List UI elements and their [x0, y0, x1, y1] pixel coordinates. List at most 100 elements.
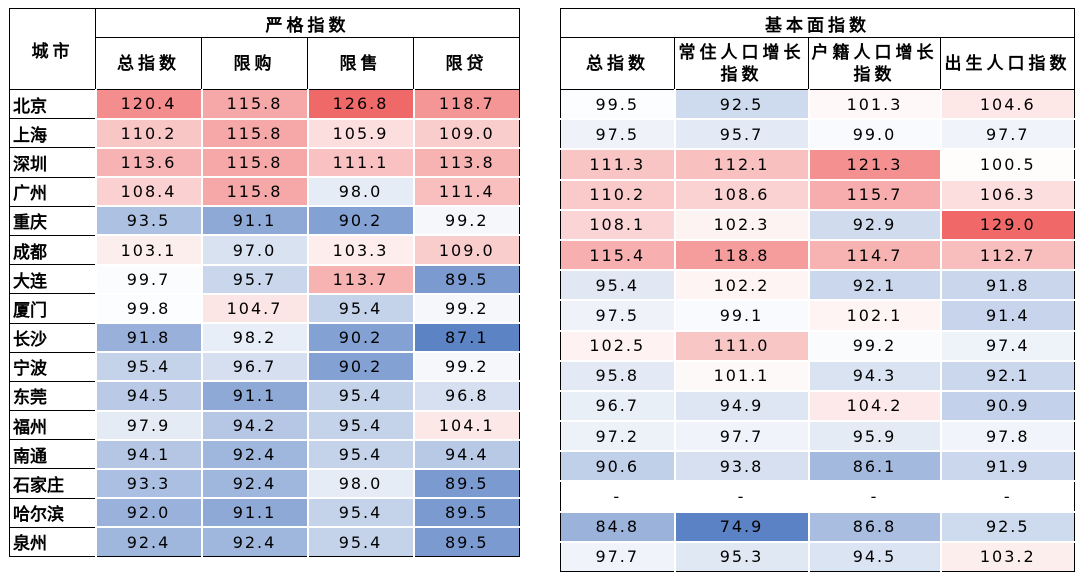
fundamental-col-header: 出生人口指数: [940, 37, 1075, 90]
table-row: 石家庄 93.3 92.4 98.0 89.5: [9, 468, 520, 500]
strict-value-cell: 91.1: [200, 206, 308, 237]
table-row: 重庆 93.5 91.1 90.2 99.2: [9, 206, 520, 237]
strict-value-cell: 95.4: [306, 439, 414, 470]
fundamental-value-cell: 106.3: [939, 179, 1075, 211]
table-row: 102.5 111.0 99.2 97.4: [560, 330, 1075, 362]
table-row: 99.5 92.5 101.3 104.6: [560, 89, 1075, 121]
strict-value-cell: 95.4: [306, 498, 414, 529]
fundamental-value-cell: 99.1: [673, 300, 809, 332]
strict-value-cell: 98.2: [200, 323, 308, 354]
strict-value-cell: 115.8: [200, 89, 308, 120]
table-row: 福州 97.9 94.2 95.4 104.1: [9, 410, 520, 441]
city-name: 成都: [9, 235, 96, 266]
table-row: 东莞 94.5 91.1 95.4 96.8: [9, 381, 520, 412]
strict-value-cell: 113.8: [412, 147, 520, 179]
strict-value-cell: 95.4: [94, 352, 202, 383]
table-row: 泉州 92.4 92.4 95.4 89.5: [9, 527, 520, 558]
city-name: 泉州: [9, 527, 96, 558]
fundamental-value-cell: 91.4: [939, 300, 1075, 332]
strict-value-cell: 89.5: [412, 527, 520, 558]
fundamental-value-cell: 108.6: [673, 179, 809, 211]
strict-value-cell: 113.7: [306, 264, 414, 295]
fundamental-group-header: 基本面指数: [560, 8, 1075, 38]
fundamental-value-cell: 111.3: [560, 149, 675, 181]
strict-value-cell: 89.5: [412, 498, 520, 529]
strict-value-cell: 120.4: [94, 89, 202, 120]
fundamental-value-cell: 91.8: [939, 270, 1075, 302]
fundamental-value-cell: 101.3: [807, 89, 941, 121]
fundamental-value-cell: 99.2: [807, 330, 941, 362]
strict-value-cell: 126.8: [306, 89, 414, 120]
fundamental-value-cell: 99.5: [560, 89, 675, 121]
table-row: 115.4 118.8 114.7 112.7: [560, 239, 1075, 272]
fundamental-value-cell: 108.1: [560, 209, 675, 241]
strict-value-cell: 92.4: [200, 439, 308, 470]
strict-value-cell: 89.5: [412, 264, 520, 295]
table-row: 北京 120.4 115.8 126.8 118.7: [9, 89, 520, 120]
table-row: 厦门 99.8 104.7 95.4 99.2: [9, 293, 520, 325]
city-name: 广州: [9, 177, 96, 207]
fundamental-index-table: 基本面指数 总指数 常住人口增长指数 户籍人口增长指数 出生人口指数 99.5 92.5…: [560, 8, 1075, 572]
table-row: 上海 110.2 115.8 105.9 109.0: [9, 118, 520, 149]
city-name: 南通: [9, 439, 96, 470]
strict-value-cell: 109.0: [412, 235, 520, 266]
fundamental-value-cell: 102.1: [807, 300, 941, 332]
fundamental-value-cell: 102.3: [673, 209, 809, 241]
city-name: 深圳: [9, 147, 96, 178]
fundamental-value-cell: 97.7: [673, 421, 809, 453]
strict-value-cell: 98.0: [306, 177, 414, 208]
fundamental-value-cell: 100.5: [939, 149, 1075, 181]
city-name: 哈尔滨: [9, 498, 96, 528]
fundamental-value-cell: 102.5: [560, 330, 675, 362]
strict-value-cell: 92.4: [200, 527, 308, 558]
table-row: 97.5 99.1 102.1 91.4: [560, 300, 1075, 332]
fundamental-value-cell: 95.3: [673, 541, 809, 572]
strict-value-cell: 115.8: [200, 147, 308, 179]
table-row: 96.7 94.9 104.2 90.9: [560, 390, 1075, 423]
fundamental-value-cell: 94.3: [807, 360, 941, 392]
fundamental-col-header: 户籍人口增长指数: [808, 37, 941, 90]
strict-value-cell: 99.7: [94, 264, 202, 295]
table-row: 宁波 95.4 96.7 90.2 99.2: [9, 352, 520, 383]
strict-value-cell: 91.1: [200, 381, 308, 412]
city-name: 重庆: [9, 206, 96, 236]
fundamental-value-cell: 86.8: [807, 511, 941, 543]
strict-value-cell: 104.7: [200, 293, 308, 325]
fundamental-value-cell: 115.4: [560, 239, 675, 272]
strict-value-cell: 97.9: [94, 410, 202, 441]
fundamental-value-cell: 94.5: [807, 541, 941, 572]
strict-value-cell: 92.0: [94, 498, 202, 529]
strict-value-cell: 94.1: [94, 439, 202, 470]
fundamental-value-cell: 114.7: [807, 239, 941, 272]
city-name: 厦门: [9, 293, 96, 324]
strict-value-cell: 91.1: [200, 498, 308, 529]
strict-value-cell: 90.2: [306, 352, 414, 383]
strict-value-cell: 87.1: [412, 323, 520, 354]
strict-value-cell: 103.3: [306, 235, 414, 266]
city-name: 石家庄: [9, 468, 96, 499]
fundamental-value-cell: 111.0: [673, 330, 809, 362]
strict-value-cell: 94.2: [200, 410, 308, 441]
fundamental-value-cell: 95.7: [673, 119, 809, 151]
strict-value-cell: 93.3: [94, 468, 202, 500]
strict-value-cell: 99.8: [94, 293, 202, 325]
strict-value-cell: 89.5: [412, 468, 520, 500]
strict-value-cell: 104.1: [412, 410, 520, 441]
fundamental-value-cell: 84.8: [560, 511, 675, 543]
strict-value-cell: 92.4: [200, 468, 308, 500]
fundamental-value-cell: 118.8: [673, 239, 809, 272]
fundamental-value-cell: -: [939, 481, 1075, 513]
fundamental-value-cell: 97.5: [560, 300, 675, 332]
table-row: 90.6 93.8 86.1 91.9: [560, 451, 1075, 483]
strict-value-cell: 92.4: [94, 527, 202, 558]
strict-index-table: 城市 严格指数 总指数 限购 限售 限贷 北京 120.4 115.8 126.8 118.7…: [9, 8, 520, 558]
fundamental-value-cell: -: [673, 481, 809, 513]
fundamental-value-cell: 97.4: [939, 330, 1075, 362]
strict-value-cell: 98.0: [306, 468, 414, 500]
fundamental-value-cell: 97.2: [560, 421, 675, 453]
table-row: 南通 94.1 92.4 95.4 94.4: [9, 439, 520, 470]
fundamental-value-cell: 99.0: [807, 119, 941, 151]
city-name: 福州: [9, 410, 96, 441]
strict-value-cell: 93.5: [94, 206, 202, 237]
strict-value-cell: 108.4: [94, 177, 202, 208]
